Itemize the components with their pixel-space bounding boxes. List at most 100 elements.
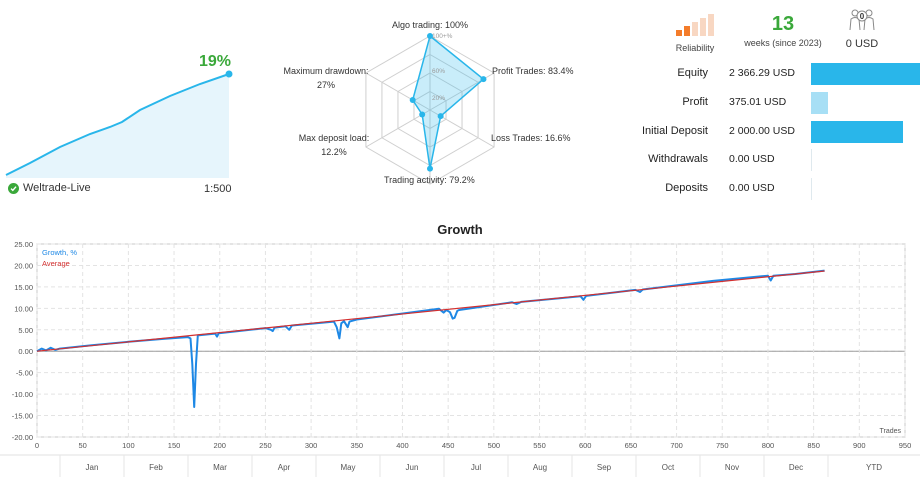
weeks-indicator: 13 weeks (since 2023) — [738, 12, 828, 48]
weeks-value: 13 — [771, 13, 795, 35]
radar-label-max-drawdown: Maximum drawdown: 27% — [280, 65, 372, 91]
mini-growth-chart — [5, 70, 233, 178]
y-tick-label: -10.00 — [12, 390, 33, 399]
stat-name: Deposits — [665, 182, 708, 194]
radar-values-polygon — [411, 34, 485, 169]
month-label: Aug — [533, 463, 547, 472]
growth-chart: 25.00 20.00 15.00 10.00 5.00 0.00 -5.00 -10.00 -… — [0, 240, 920, 477]
reliability-indicator[interactable]: Reliability — [670, 14, 720, 53]
radar-point-4 — [419, 111, 426, 118]
month-label: Dec — [789, 463, 803, 472]
stat-bar — [811, 63, 920, 85]
stat-bar — [811, 149, 812, 171]
x-tick-label: 100 — [122, 441, 135, 450]
month-label: Oct — [662, 463, 675, 472]
stat-row-withdrawals: Withdrawals 0.00 USD — [620, 149, 920, 171]
x-tick-label: 150 — [168, 441, 181, 450]
verified-check-icon — [8, 182, 19, 194]
max-deposit-load-label: Max deposit load: — [298, 133, 370, 143]
stat-row-equity: Equity 2 366.29 USD — [620, 63, 920, 85]
radar-axis-4 — [365, 109, 431, 148]
y-tick-label: 15.00 — [14, 283, 33, 292]
stat-bar — [811, 178, 812, 200]
month-label: May — [340, 463, 355, 472]
stat-row-initial-deposit: Initial Deposit 2 000.00 USD — [620, 121, 920, 143]
reliability-bar-3 — [700, 18, 706, 36]
month-label: Nov — [725, 463, 739, 472]
x-tick-label: 350 — [351, 441, 364, 450]
radar-label-trading-activity: Trading activity: 79.2% — [384, 175, 475, 185]
month-label: YTD — [866, 463, 882, 472]
radar-svg: 100+% 60% 20% — [365, 33, 495, 185]
radar-label-max-deposit-load: Max deposit load: 12.2% — [294, 132, 374, 158]
y-tick-label: -20.00 — [12, 433, 33, 442]
plot-frame — [36, 243, 906, 438]
legend-growth: Growth, % — [42, 248, 77, 257]
month-label: Sep — [597, 463, 612, 472]
reliability-bar-4 — [708, 14, 714, 36]
legend-average: Average — [42, 259, 70, 268]
month-label: Apr — [278, 463, 291, 472]
mini-growth-endpoint — [225, 70, 233, 78]
mini-growth-line — [5, 73, 230, 176]
max-drawdown-value: 27% — [316, 80, 335, 90]
stat-row-profit: Profit 375.01 USD — [620, 92, 920, 114]
stat-name: Profit — [682, 96, 708, 108]
month-label: Jul — [471, 463, 481, 472]
radar-point-1 — [480, 76, 487, 83]
mini-growth-card: 19% Weltrade-Live 1:500 — [0, 0, 245, 205]
series-line-average — [36, 270, 825, 352]
x-tick-label: 600 — [579, 441, 592, 450]
stat-name: Withdrawals — [648, 153, 708, 165]
stat-name: Initial Deposit — [641, 125, 708, 137]
y-tick-label: 25.00 — [14, 240, 33, 249]
x-axis-label: Trades — [879, 428, 901, 435]
y-tick-label: 20.00 — [14, 261, 33, 270]
reliability-bar-0 — [676, 30, 682, 36]
x-tick-label: 550 — [533, 441, 546, 450]
x-tick-label: 0 — [35, 441, 39, 450]
subscribers-label: 0 USD — [845, 38, 879, 50]
growth-title: Growth — [437, 222, 483, 237]
reliability-bar-2 — [692, 22, 698, 36]
account-name-label: Weltrade-Live — [23, 182, 91, 194]
radar-chart: 100+% 60% 20% Algo trading: 100% Profit … — [270, 0, 590, 205]
reliability-bars-icon — [676, 14, 714, 36]
max-deposit-load-value: 12.2% — [321, 147, 347, 157]
y-tick-label: -15.00 — [12, 412, 33, 421]
reliability-label: Reliability — [675, 43, 715, 53]
reliability-bar-1 — [684, 26, 690, 36]
radar-point-5 — [409, 97, 416, 104]
month-label: Mar — [213, 463, 227, 472]
y-tick-label: 0.00 — [18, 347, 33, 356]
subscribers-icon: 0 — [849, 9, 875, 31]
y-tick-label: 10.00 — [14, 304, 33, 313]
y-tick-label: 5.00 — [18, 326, 33, 335]
radar-axis-5 — [365, 72, 431, 111]
account-name[interactable]: Weltrade-Live — [8, 182, 91, 194]
x-tick-label: 850 — [807, 441, 820, 450]
subscribers-indicator[interactable]: 0 0 USD — [842, 4, 882, 50]
radar-point-0 — [427, 33, 433, 39]
x-tick-label: 450 — [442, 441, 455, 450]
growth-percentage: 19% — [199, 53, 232, 70]
radar-dots — [409, 33, 487, 172]
month-label: Jan — [86, 463, 99, 472]
x-tick-label: 500 — [488, 441, 501, 450]
radar-label-loss-trades: Loss Trades: 16.6% — [491, 133, 571, 143]
x-tick-label: 300 — [305, 441, 318, 450]
x-tick-label: 400 — [396, 441, 409, 450]
stat-name: Equity — [677, 67, 708, 79]
month-label: Feb — [149, 463, 163, 472]
radar-ring-label-60: 60% — [432, 68, 445, 75]
max-drawdown-label: Maximum drawdown: — [283, 66, 369, 76]
radar-point-2 — [437, 113, 444, 120]
stat-value: 0.00 USD — [729, 153, 775, 165]
x-tick-label: 200 — [213, 441, 226, 450]
x-tick-label: 800 — [762, 441, 775, 450]
x-tick-label: 950 — [899, 441, 912, 450]
weeks-label: weeks (since 2023) — [744, 38, 822, 48]
mini-growth-area — [6, 74, 229, 178]
stat-value: 0.00 USD — [729, 182, 775, 194]
x-tick-label: 50 — [79, 441, 87, 450]
